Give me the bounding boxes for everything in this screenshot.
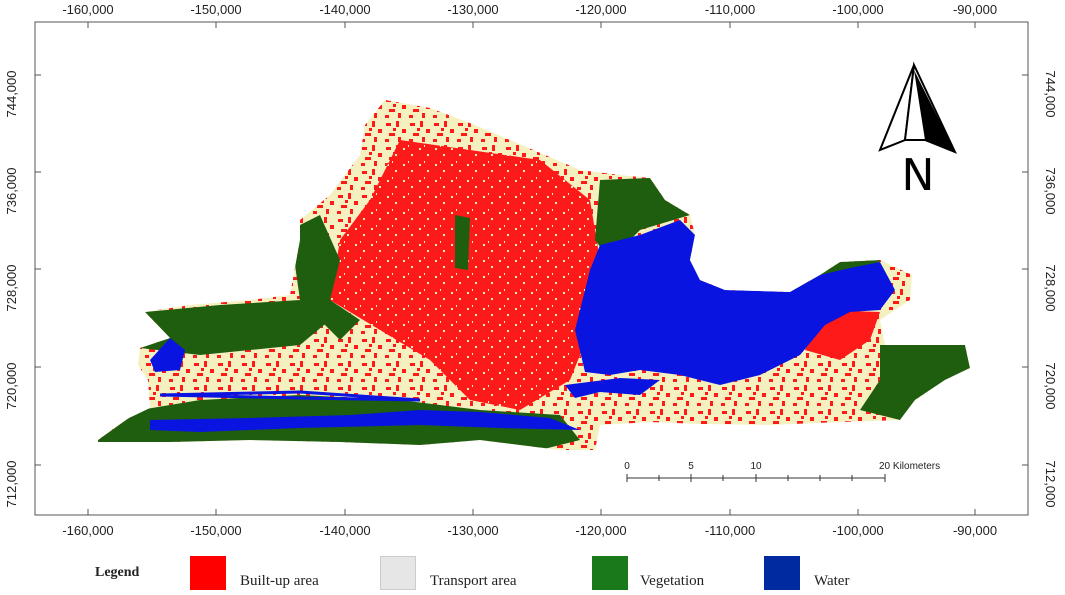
y-tick-right: 728,000 (1043, 265, 1058, 312)
land-cover-map: -160,000 -150,000 -140,000 -130,000 -120… (4, 2, 1058, 538)
y-tick-left: 720,000 (4, 363, 19, 410)
y-tick-left: 736,000 (4, 168, 19, 215)
scale-label: 20 Kilometers (879, 461, 940, 472)
y-tick-right: 720,000 (1043, 363, 1058, 410)
x-tick-top: -100,000 (832, 2, 883, 17)
y-tick-left: 728,000 (4, 265, 19, 312)
x-tick-bottom: -140,000 (319, 523, 370, 538)
legend-swatch (380, 556, 416, 590)
scale-bar: 0 5 10 20 Kilometers (624, 461, 940, 482)
legend-label: Water (814, 573, 850, 589)
x-tick-bottom: -120,000 (575, 523, 626, 538)
x-tick-top: -160,000 (62, 2, 113, 17)
north-arrow-icon: N (878, 61, 957, 201)
legend: Legend Built-up area Transport area Vege… (0, 550, 1065, 595)
y-tick-right: 712,000 (1043, 461, 1058, 508)
x-tick-top: -120,000 (575, 2, 626, 17)
y-tick-right: 736,000 (1043, 168, 1058, 215)
x-tick-bottom: -130,000 (447, 523, 498, 538)
x-tick-top: -110,000 (705, 2, 755, 17)
scale-label: 0 (624, 461, 630, 472)
legend-label: Transport area (430, 573, 517, 589)
y-tick-left: 744,000 (4, 71, 19, 118)
legend-swatch (592, 556, 628, 590)
legend-swatch (190, 556, 226, 590)
legend-swatch (764, 556, 800, 590)
x-tick-top: -90,000 (953, 2, 997, 17)
north-label: N (902, 150, 935, 201)
x-tick-bottom: -110,000 (705, 523, 755, 538)
legend-title: Legend (95, 565, 140, 580)
y-tick-right: 744,000 (1043, 71, 1058, 118)
legend-label: Built-up area (240, 573, 319, 589)
y-tick-left: 712,000 (4, 461, 19, 508)
scale-label: 10 (750, 461, 762, 472)
x-tick-top: -130,000 (447, 2, 498, 17)
scale-label: 5 (688, 461, 694, 472)
legend-label: Vegetation (640, 573, 705, 589)
x-tick-bottom: -90,000 (953, 523, 997, 538)
y-axis: 744,000 736,000 728,000 720,000 712,000 … (4, 71, 1058, 508)
x-tick-top: -150,000 (190, 2, 241, 17)
x-tick-bottom: -150,000 (190, 523, 241, 538)
x-tick-top: -140,000 (319, 2, 370, 17)
x-tick-bottom: -100,000 (832, 523, 883, 538)
x-tick-bottom: -160,000 (62, 523, 113, 538)
x-axis: -160,000 -150,000 -140,000 -130,000 -120… (62, 2, 997, 538)
